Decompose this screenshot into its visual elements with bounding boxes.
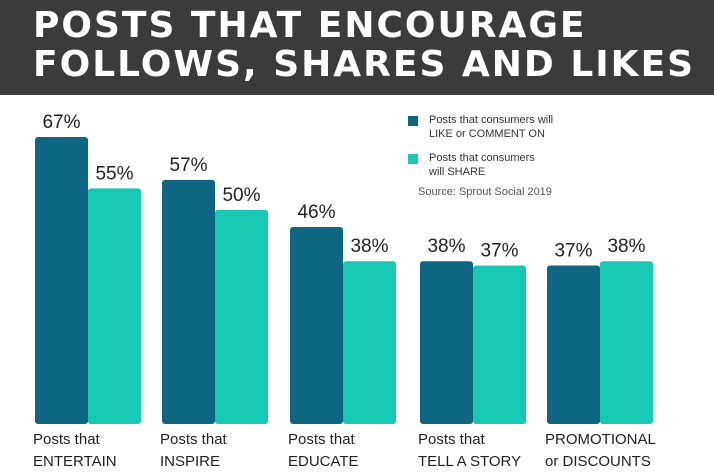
category-label-educate-line1: Posts that <box>288 431 356 448</box>
title-banner: POSTS THAT ENCOURAGE FOLLOWS, SHARES AND… <box>0 0 714 95</box>
legend-swatch-like-comment <box>408 116 418 126</box>
data-label-promotional-share: 38% <box>607 236 645 257</box>
data-label-educate-like-comment: 46% <box>297 202 335 223</box>
bar-promotional-share <box>600 261 653 424</box>
legend-label-share-line2: will SHARE <box>429 166 486 178</box>
bar-promotional-like-comment <box>547 265 600 424</box>
data-label-inspire-like-comment: 57% <box>169 155 207 176</box>
category-label-entertain-line1: Posts that <box>33 431 101 448</box>
bar-inspire-share <box>215 209 268 424</box>
category-label-inspire-line2: INSPIRE <box>160 453 220 470</box>
category-label-promotional-line1: PROMOTIONAL <box>545 431 656 448</box>
legend-label-like-comment-line1: Posts that consumers will <box>429 114 554 126</box>
data-label-entertain-like-comment: 67% <box>42 112 80 133</box>
data-label-promotional-like-comment: 37% <box>554 241 592 262</box>
bar-educate-like-comment <box>290 226 343 424</box>
bar-educate-share <box>343 261 396 424</box>
bar-inspire-like-comment <box>162 179 215 424</box>
category-label-promotional-line2: or DISCOUNTS <box>545 453 651 470</box>
data-label-tell-a-story-like-comment: 38% <box>427 236 465 257</box>
data-label-inspire-share: 50% <box>222 185 260 206</box>
category-label-educate-line2: EDUCATE <box>288 453 359 470</box>
category-label-tell-a-story-line1: Posts that <box>418 431 486 448</box>
legend-label-share-line1: Posts that consumers <box>429 152 535 164</box>
bar-tell-a-story-share <box>473 265 526 424</box>
legend-label-like-comment-line2: LIKE or COMMENT ON <box>429 128 545 140</box>
title-line-2: FOLLOWS, SHARES AND LIKES <box>33 44 696 85</box>
data-label-tell-a-story-share: 37% <box>480 241 518 262</box>
bar-entertain-share <box>88 188 141 424</box>
legend-swatch-share <box>408 154 418 164</box>
title-line-1: POSTS THAT ENCOURAGE <box>33 5 587 46</box>
category-label-entertain-line2: ENTERTAIN <box>33 453 117 470</box>
category-label-inspire-line1: Posts that <box>160 431 228 448</box>
bar-entertain-like-comment <box>35 137 88 424</box>
data-label-educate-share: 38% <box>350 236 388 257</box>
bar-tell-a-story-like-comment <box>420 261 473 424</box>
category-label-tell-a-story-line2: TELL A STORY <box>418 453 521 470</box>
source-note: Source: Sprout Social 2019 <box>418 186 552 198</box>
data-label-entertain-share: 55% <box>95 163 133 184</box>
